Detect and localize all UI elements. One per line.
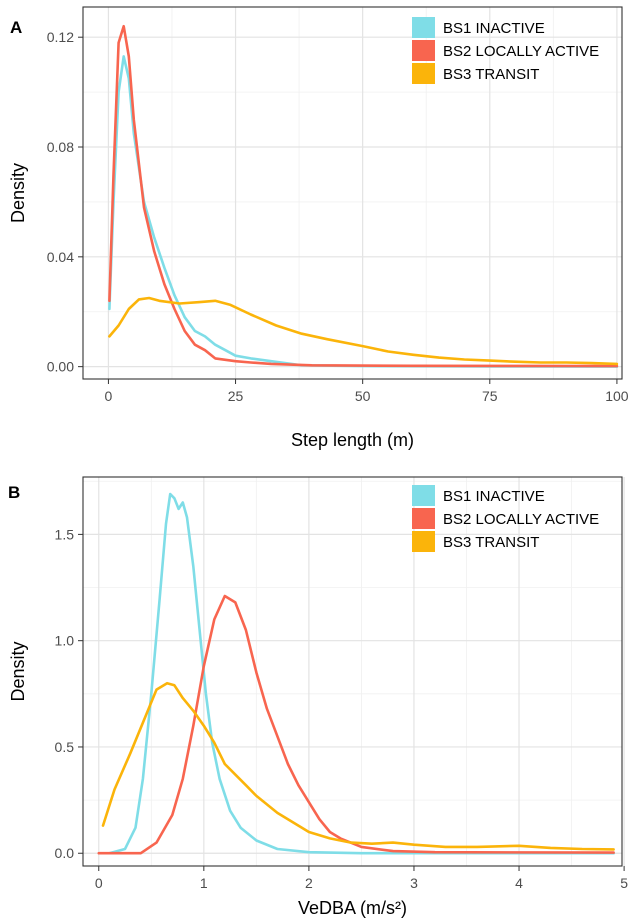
plot-border (82, 6, 623, 380)
series-line-3 (108, 296, 619, 366)
panel-label: B (8, 483, 20, 502)
x-axis-title: Step length (m) (291, 430, 414, 450)
grid-lines (83, 477, 625, 866)
y-tick-label: 0.00 (47, 359, 74, 375)
legend-entry-label: BS3 TRANSIT (443, 66, 539, 83)
y-axis-title: Density (8, 163, 28, 223)
legend-swatch (412, 531, 435, 552)
panel-label: A (10, 18, 22, 37)
plot-background (83, 477, 622, 866)
x-tick-label: 0 (95, 875, 103, 891)
x-axis-title: VeDBA (m/s²) (298, 898, 407, 918)
legend-entry-label: BS1 INACTIVE (443, 20, 545, 37)
legend-swatch (412, 485, 435, 506)
x-tick-label: 1 (200, 875, 208, 891)
x-tick-label: 2 (305, 875, 313, 891)
y-tick-label: 0.04 (47, 249, 74, 265)
legend-swatch (412, 17, 435, 38)
legend: BS1 INACTIVE BS2 LOCALLY ACTIVE BS3 TRANSI… (412, 17, 599, 84)
y-tick-label: 0.0 (55, 845, 75, 861)
x-tick-label: 0 (105, 388, 113, 404)
x-tick-label: 50 (355, 388, 371, 404)
legend: BS1 INACTIVE BS2 LOCALLY ACTIVE BS3 TRANSI… (412, 485, 599, 552)
chart-panel-b: B 0 1 2 3 4 5 0.0 0.5 1.0 1.5 VeDBA (m/s²) Density BS… (8, 476, 628, 918)
legend-entry-label: BS2 LOCALLY ACTIVE (443, 511, 599, 528)
x-tick-label: 75 (482, 388, 498, 404)
y-tick-label: 0.12 (47, 29, 74, 45)
series-line-2 (97, 594, 615, 855)
y-tick-label: 1.5 (55, 526, 75, 542)
x-tick-label: 100 (605, 388, 629, 404)
series-line-3 (101, 681, 615, 851)
x-tick-label: 25 (228, 388, 244, 404)
y-axis-title: Density (8, 641, 28, 701)
x-tick-label: 5 (620, 875, 628, 891)
plot-background (83, 7, 622, 379)
legend-entry-label: BS2 LOCALLY ACTIVE (443, 43, 599, 60)
chart-panel-a: A 0 25 50 75 100 0.00 0.04 0.08 0.12 Step length (… (8, 6, 629, 450)
y-tick-label: 1.0 (55, 633, 75, 649)
y-tick-label: 0.5 (55, 739, 75, 755)
plot-border (82, 476, 623, 867)
legend-swatch (412, 63, 435, 84)
legend-swatch (412, 508, 435, 529)
x-tick-label: 3 (410, 875, 418, 891)
y-tick-label: 0.08 (47, 139, 74, 155)
legend-entry-label: BS3 TRANSIT (443, 534, 539, 551)
series-line-2 (108, 24, 619, 368)
legend-swatch (412, 40, 435, 61)
legend-entry-label: BS1 INACTIVE (443, 488, 545, 505)
x-tick-label: 4 (515, 875, 523, 891)
